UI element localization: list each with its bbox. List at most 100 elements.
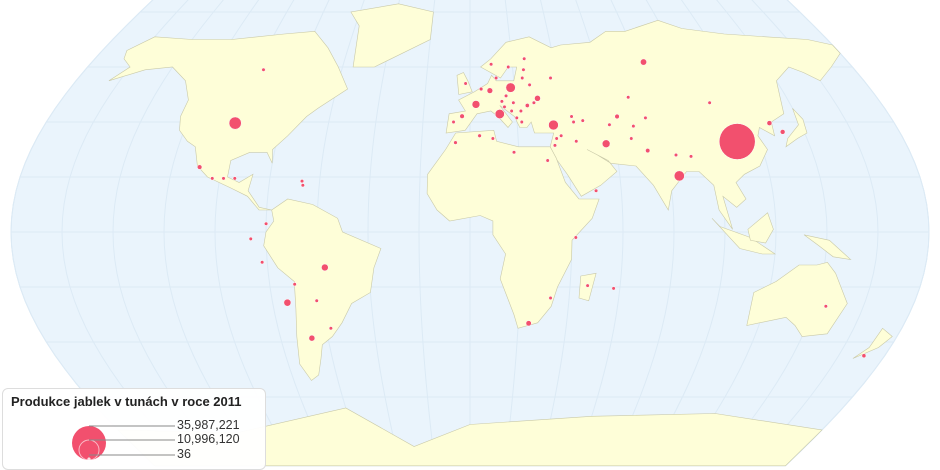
bubble[interactable] (210, 176, 215, 181)
bubble[interactable] (486, 87, 493, 94)
bubble[interactable] (521, 67, 526, 72)
bubble[interactable] (614, 113, 620, 120)
bubble[interactable] (232, 176, 237, 181)
bubble[interactable] (707, 100, 712, 105)
legend-title: Produkce jablek v tunách v roce 2011 (11, 394, 242, 409)
bubble[interactable] (453, 140, 458, 145)
bubble[interactable] (525, 320, 532, 327)
bubble[interactable] (545, 158, 550, 163)
bubble[interactable] (299, 179, 305, 184)
bubble[interactable] (499, 99, 504, 104)
bubble[interactable] (571, 119, 576, 125)
bubble[interactable] (514, 115, 519, 120)
bubbles (197, 56, 867, 359)
land-antarctica (117, 407, 823, 467)
bubble[interactable] (451, 119, 456, 125)
bubble[interactable] (283, 298, 292, 307)
bubble[interactable] (607, 122, 612, 127)
bubble[interactable] (292, 282, 297, 287)
bubble[interactable] (509, 108, 514, 114)
bubble[interactable] (531, 100, 536, 105)
bubble[interactable] (779, 129, 786, 135)
bubble[interactable] (554, 136, 559, 141)
bubble[interactable] (611, 286, 616, 291)
bubble[interactable] (861, 353, 867, 359)
bubble[interactable] (766, 120, 773, 126)
bubble[interactable] (645, 148, 651, 154)
legend-value-max: 35,987,221 (177, 418, 240, 432)
bubble[interactable] (489, 62, 494, 67)
bubble[interactable] (471, 100, 481, 109)
land-africa (426, 129, 600, 329)
bubble[interactable] (629, 136, 634, 141)
bubble[interactable] (260, 260, 265, 265)
land-eurasia (445, 19, 841, 230)
bubble[interactable] (534, 95, 541, 102)
bubble[interactable] (574, 139, 579, 144)
bubble[interactable] (228, 116, 242, 130)
bubble[interactable] (718, 123, 756, 160)
bubble[interactable] (494, 109, 505, 119)
land-new-guinea (803, 234, 852, 260)
land-north-america (108, 30, 348, 211)
bubble[interactable] (504, 93, 509, 98)
bubble[interactable] (601, 139, 611, 148)
bubble[interactable] (505, 82, 516, 93)
bubble[interactable] (548, 119, 559, 131)
bubble[interactable] (569, 114, 574, 119)
bubble[interactable] (548, 295, 553, 301)
bubble[interactable] (527, 82, 532, 87)
bubble[interactable] (548, 75, 553, 81)
bubble[interactable] (261, 67, 266, 72)
bubble[interactable] (643, 115, 648, 120)
bubble[interactable] (478, 86, 484, 92)
bubble[interactable] (823, 304, 828, 309)
bubble[interactable] (506, 64, 511, 70)
bubble[interactable] (328, 326, 333, 331)
bubble[interactable] (511, 100, 516, 105)
bubble[interactable] (673, 170, 685, 182)
bubble[interactable] (518, 108, 523, 114)
bubble[interactable] (573, 235, 578, 240)
legend: Produkce jablek v tunách v roce 2011 35,… (2, 388, 266, 470)
bubble[interactable] (640, 58, 647, 66)
bubble[interactable] (522, 56, 527, 61)
bubble[interactable] (321, 263, 329, 272)
bubble[interactable] (519, 119, 524, 125)
bubble[interactable] (221, 176, 226, 181)
bubble[interactable] (477, 133, 482, 138)
bubble[interactable] (490, 136, 495, 141)
bubble[interactable] (520, 75, 525, 81)
bubble[interactable] (264, 221, 269, 226)
bubble[interactable] (594, 188, 599, 193)
bubble[interactable] (248, 236, 253, 241)
bubble[interactable] (459, 113, 465, 119)
legend-value-min: 36 (177, 447, 191, 461)
bubble[interactable] (308, 334, 316, 342)
land-borneo (747, 212, 774, 244)
bubble[interactable] (580, 118, 585, 123)
bubble[interactable] (626, 95, 631, 100)
bubble[interactable] (524, 103, 530, 108)
bubble[interactable] (688, 154, 694, 159)
bubble[interactable] (559, 133, 564, 138)
bubble[interactable] (197, 164, 203, 170)
legend-value-mid: 10,996,120 (177, 432, 240, 446)
land-new-zealand (852, 327, 893, 359)
land-japan (785, 108, 808, 148)
bubble[interactable] (300, 183, 305, 188)
land-masses (108, 3, 893, 467)
bubble[interactable] (673, 152, 679, 158)
bubble[interactable] (631, 124, 636, 129)
legend-bubbles (72, 425, 175, 461)
bubble[interactable] (494, 75, 499, 81)
bubble[interactable] (314, 298, 319, 303)
bubble[interactable] (585, 283, 590, 288)
bubble[interactable] (552, 143, 557, 148)
bubble[interactable] (502, 104, 507, 109)
bubble[interactable] (511, 150, 517, 155)
land-south-america (263, 198, 382, 381)
land-indonesia (711, 218, 776, 255)
bubble[interactable] (463, 81, 468, 86)
